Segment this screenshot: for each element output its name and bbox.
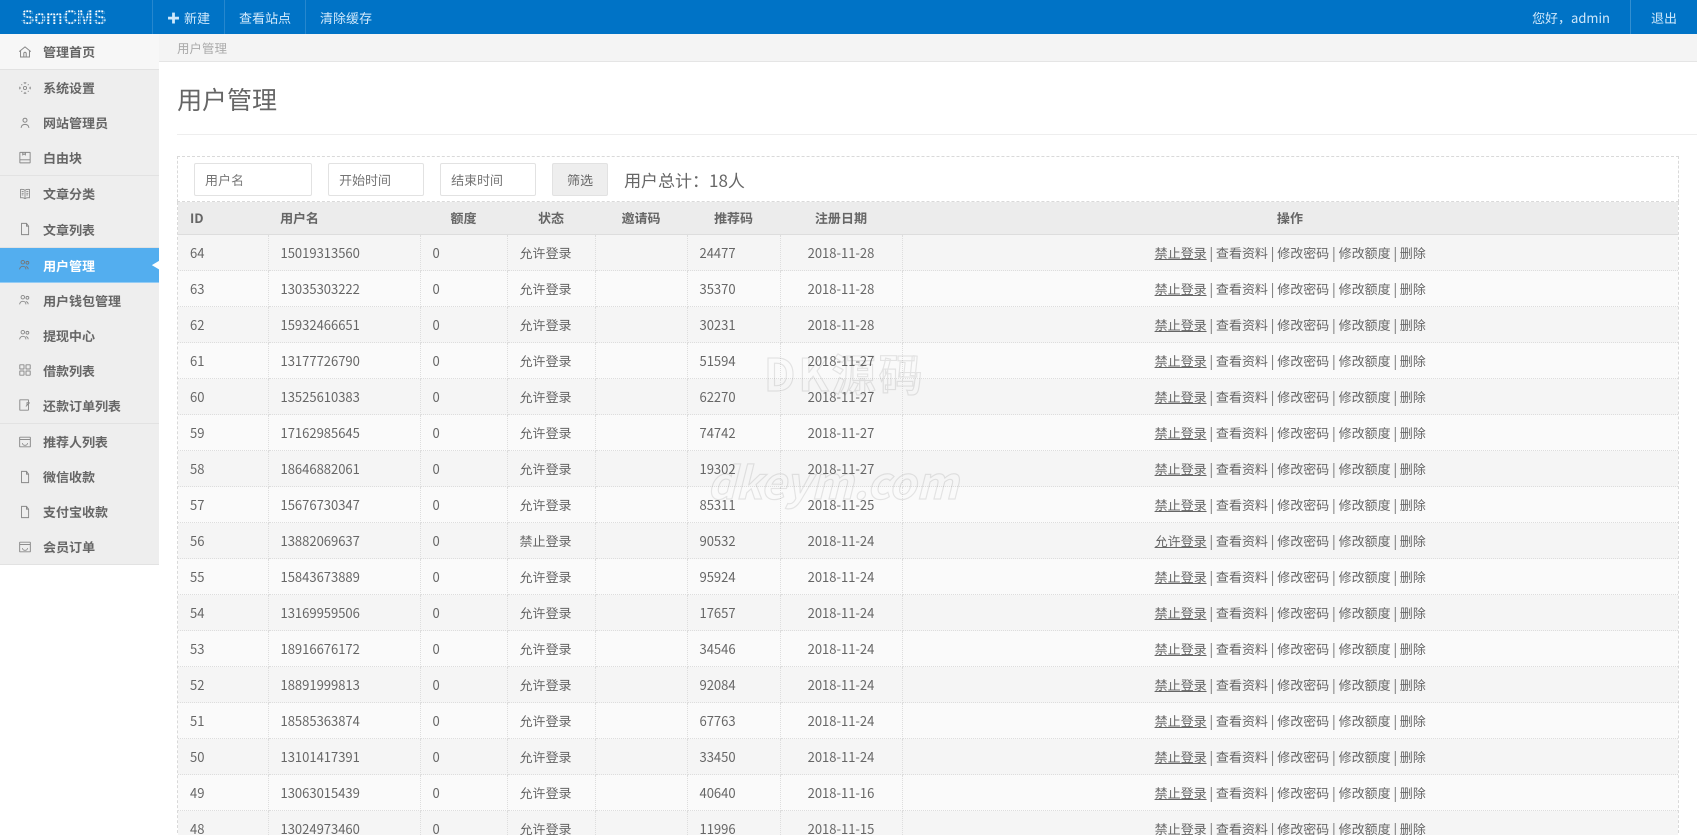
svg-text:SomCMS: SomCMS xyxy=(21,7,106,29)
